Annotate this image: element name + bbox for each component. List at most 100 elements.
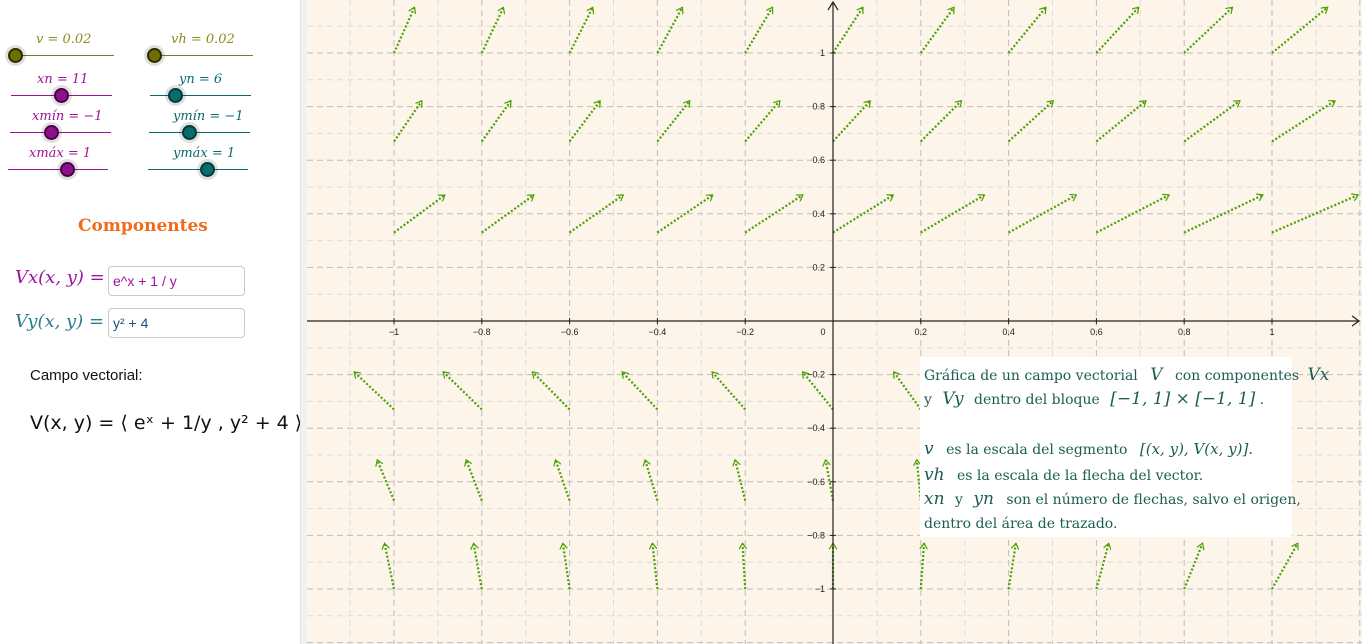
panel-divider[interactable] xyxy=(300,0,307,644)
info-line-3b: es la escala del segmento xyxy=(946,442,1128,458)
x-tick-label: 0.8 xyxy=(1178,327,1191,337)
vector-arrow xyxy=(801,372,834,411)
vector-arrow xyxy=(1095,195,1169,234)
x-axis-arrow xyxy=(1351,315,1361,327)
info-line-5: xn y yn son el número de flechas, salvo … xyxy=(924,491,1301,508)
slider-xn[interactable]: xn = 11 xyxy=(11,72,112,104)
vector-arrow xyxy=(480,7,504,54)
info-vy-symbol: Vy xyxy=(942,389,964,409)
vector-arrow xyxy=(568,101,602,143)
slider-ymin[interactable]: ymín = −1 xyxy=(149,109,250,141)
vector-arrow xyxy=(393,101,423,143)
slider-xmax[interactable]: xmáx = 1 xyxy=(8,146,108,178)
info-xn-symbol: xn xyxy=(924,489,945,509)
slider-yn-track xyxy=(150,95,251,96)
slider-v[interactable]: v = 0.02 xyxy=(8,32,114,64)
slider-xmin-knob[interactable] xyxy=(44,125,59,140)
vector-field-plot[interactable]: −1 −0.8 −0.6 −0.4 −0.2 0 0.2 0.4 0.6 0.8 1 0.2 0.4 0.… xyxy=(307,0,1362,644)
slider-ymin-track xyxy=(149,132,250,133)
vx-input[interactable]: e^x + 1 / y xyxy=(108,266,245,296)
info-line-6: dentro del área de trazado. xyxy=(924,517,1117,531)
vector-arrow xyxy=(1183,6,1232,54)
slider-ymin-label: ymín = −1 xyxy=(173,109,244,124)
slider-ymax-knob[interactable] xyxy=(200,162,215,177)
x-tick-label: 0.6 xyxy=(1090,327,1103,337)
vector-arrow xyxy=(656,7,682,54)
vector-arrow xyxy=(480,101,512,143)
slider-xn-label: xn = 11 xyxy=(37,72,89,87)
y-tick-label: 0.6 xyxy=(812,155,825,165)
vector-arrow xyxy=(392,7,414,54)
slider-xmin[interactable]: xmín = −1 xyxy=(10,109,111,141)
vector-arrow xyxy=(568,194,624,234)
y-tick-label: −0.4 xyxy=(807,423,825,433)
y-axis-arrow xyxy=(827,0,839,11)
slider-xmin-track xyxy=(10,132,111,133)
slider-xmax-knob[interactable] xyxy=(60,162,75,177)
info-line-1a: Gráfica de un campo vectorial xyxy=(924,368,1138,384)
slider-ymax[interactable]: ymáx = 1 xyxy=(148,146,248,178)
vector-arrow xyxy=(393,194,445,234)
vector-arrow xyxy=(656,194,712,234)
slider-xn-knob[interactable] xyxy=(54,88,69,103)
slider-vh[interactable]: vh = 0.02 xyxy=(147,32,253,64)
vector-arrow xyxy=(1183,99,1240,143)
campo-vectorial-formula: V(x, y) = ⟨ eˣ + 1/y , y² + 4 ⟩ xyxy=(30,412,303,434)
vector-arrow xyxy=(920,195,985,234)
y-tick-label: −0.2 xyxy=(807,370,825,380)
slider-ymax-label: ymáx = 1 xyxy=(173,146,236,161)
vector-arrow xyxy=(735,460,747,501)
info-line-5b: son el número de flechas, salvo el orige… xyxy=(1006,492,1301,508)
vector-arrow xyxy=(826,460,835,501)
vector-arrow xyxy=(1271,99,1335,143)
slider-v-knob[interactable] xyxy=(8,48,23,63)
y-tick-label: −0.6 xyxy=(807,477,825,487)
info-line-1: Gráfica de un campo vectorial V con comp… xyxy=(924,367,1329,384)
y-tick-label: 0.2 xyxy=(812,262,825,272)
slider-yn-knob[interactable] xyxy=(168,88,183,103)
info-line-6: dentro del área de trazado. xyxy=(924,516,1118,532)
campo-vectorial-label: Campo vectorial: xyxy=(30,367,143,384)
vector-arrow xyxy=(1183,543,1202,590)
vector-arrows xyxy=(354,6,1358,590)
slider-ymax-track xyxy=(148,169,248,170)
info-yn-symbol: yn xyxy=(973,489,994,509)
slider-vh-track xyxy=(151,55,253,56)
slider-ymin-knob[interactable] xyxy=(182,125,197,140)
x-tick-label: −0.2 xyxy=(736,327,754,337)
y-tick-label: −0.8 xyxy=(807,530,825,540)
vector-arrow xyxy=(377,460,396,501)
info-v-symbol: V xyxy=(1150,365,1163,385)
vector-arrow xyxy=(645,460,659,501)
vector-arrow xyxy=(1183,195,1263,234)
x-tick-label: −0.4 xyxy=(649,327,667,337)
vector-arrow xyxy=(1007,7,1047,54)
vector-arrow xyxy=(531,371,571,411)
vy-input[interactable]: y² + 4 xyxy=(108,308,245,338)
info-line-2: y Vy dentro del bloque [−1, 1] × [−1, 1]… xyxy=(924,391,1264,408)
x-tick-label: 0 xyxy=(820,327,825,337)
info-line-2b: dentro del bloque xyxy=(974,392,1100,408)
x-tick-label: 1 xyxy=(1269,327,1274,337)
graphics-view[interactable]: −1 −0.8 −0.6 −0.4 −0.2 0 0.2 0.4 0.6 0.8 1 0.2 0.4 0.… xyxy=(307,0,1362,644)
vx-label: Vx(x, y) = xyxy=(15,267,105,288)
info-block: [−1, 1] × [−1, 1] xyxy=(1110,389,1256,409)
info-line-4: vh es la escala de la flecha del vector. xyxy=(924,467,1203,484)
y-tick-label: 0.8 xyxy=(812,102,825,112)
vector-arrow xyxy=(354,371,395,411)
slider-vh-knob[interactable] xyxy=(147,48,162,63)
x-tick-label: −1 xyxy=(389,327,399,337)
info-line-3: v es la escala del segmento [(x, y), V(x… xyxy=(924,441,1253,458)
slider-v-label: v = 0.02 xyxy=(36,32,92,47)
slider-vh-label: vh = 0.02 xyxy=(171,32,235,47)
tick-labels: −1 −0.8 −0.6 −0.4 −0.2 0 0.2 0.4 0.6 0.8 1 0.2 0.4 0.… xyxy=(389,48,1275,594)
vector-arrow xyxy=(832,7,864,54)
x-tick-label: −0.8 xyxy=(473,327,491,337)
slider-yn[interactable]: yn = 6 xyxy=(150,72,251,104)
vector-arrow xyxy=(1271,543,1298,590)
slider-v-track xyxy=(12,55,114,56)
vector-arrow xyxy=(443,371,483,411)
x-tick-label: 0.4 xyxy=(1002,327,1015,337)
vector-arrow xyxy=(920,100,963,143)
vector-arrow xyxy=(832,101,872,143)
